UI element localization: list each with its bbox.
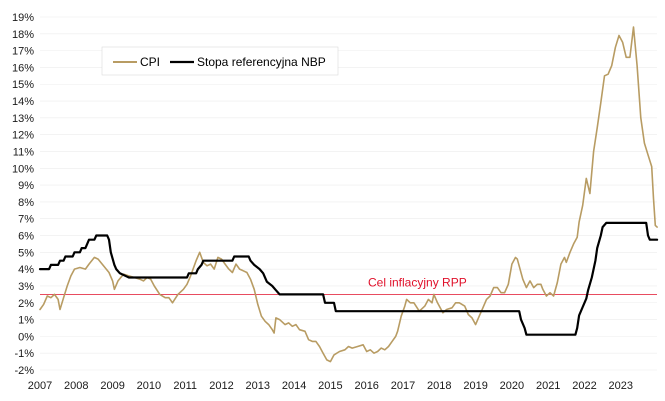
x-tick-label: 2020 bbox=[500, 380, 524, 392]
x-tick-label: 2013 bbox=[246, 380, 270, 392]
x-tick-label: 2018 bbox=[427, 380, 451, 392]
x-tick-label: 2022 bbox=[572, 380, 596, 392]
legend-cpi-label: CPI bbox=[140, 55, 160, 69]
y-gridlines bbox=[40, 16, 657, 371]
x-tick-label: 2021 bbox=[536, 380, 560, 392]
y-tick-label: 14% bbox=[12, 96, 34, 108]
x-tick-label: 2019 bbox=[463, 380, 487, 392]
y-tick-label: -1% bbox=[14, 348, 34, 360]
x-tick-label: 2023 bbox=[609, 380, 633, 392]
y-tick-label: 19% bbox=[12, 12, 34, 24]
y-tick-label: 0% bbox=[18, 331, 34, 343]
x-tick-label: 2014 bbox=[282, 380, 306, 392]
y-tick-label: 17% bbox=[12, 46, 34, 58]
y-tick-label: 12% bbox=[12, 130, 34, 142]
y-tick-label: 3% bbox=[18, 281, 34, 293]
y-tick-label: 6% bbox=[18, 231, 34, 243]
x-tick-label: 2008 bbox=[64, 380, 88, 392]
y-tick-label: 5% bbox=[18, 247, 34, 259]
y-tick-label: 18% bbox=[12, 29, 34, 41]
x-tick-label: 2016 bbox=[354, 380, 378, 392]
legend-box bbox=[101, 46, 339, 76]
x-tick-label: 2010 bbox=[137, 380, 161, 392]
x-tick-label: 2017 bbox=[391, 380, 415, 392]
x-tick-label: 2007 bbox=[28, 380, 52, 392]
y-tick-label: 1% bbox=[18, 315, 34, 327]
y-tick-label: 10% bbox=[12, 163, 34, 175]
x-tick-label: 2012 bbox=[209, 380, 233, 392]
y-tick-label: 7% bbox=[18, 214, 34, 226]
y-tick-label: 13% bbox=[12, 113, 34, 125]
x-axis-ticks: 2007 2008 2009 2010 2011 2012 2013 2014 2015 2016… bbox=[28, 380, 633, 392]
y-tick-label: 2% bbox=[18, 298, 34, 310]
y-tick-label: 15% bbox=[12, 79, 34, 91]
inflation-target-label: Cel inflacyjny RPP bbox=[368, 275, 467, 289]
reference-rate-series-line bbox=[38, 221, 659, 336]
y-tick-label: 16% bbox=[12, 62, 34, 74]
x-tick-label: 2015 bbox=[318, 380, 342, 392]
y-tick-label: 8% bbox=[18, 197, 34, 209]
x-tick-label: 2011 bbox=[173, 380, 197, 392]
y-tick-label: 11% bbox=[13, 146, 34, 158]
y-tick-label: 4% bbox=[18, 264, 34, 276]
y-tick-label: 9% bbox=[18, 180, 34, 192]
x-tick-label: 2009 bbox=[100, 380, 124, 392]
cpi-series-line bbox=[39, 26, 658, 363]
legend-rate-label: Stopa referencyjna NBP bbox=[197, 55, 326, 69]
chart-legend: CPI Stopa referencyjna NBP bbox=[101, 46, 339, 76]
series-layer bbox=[38, 26, 659, 363]
y-tick-label: -2% bbox=[14, 365, 34, 377]
y-axis-ticks: -2% -1% 0% 1% 2% 3% 4% 5% 6% 7% 8% 9% 10% 11% 12% 13% 14… bbox=[12, 12, 34, 377]
